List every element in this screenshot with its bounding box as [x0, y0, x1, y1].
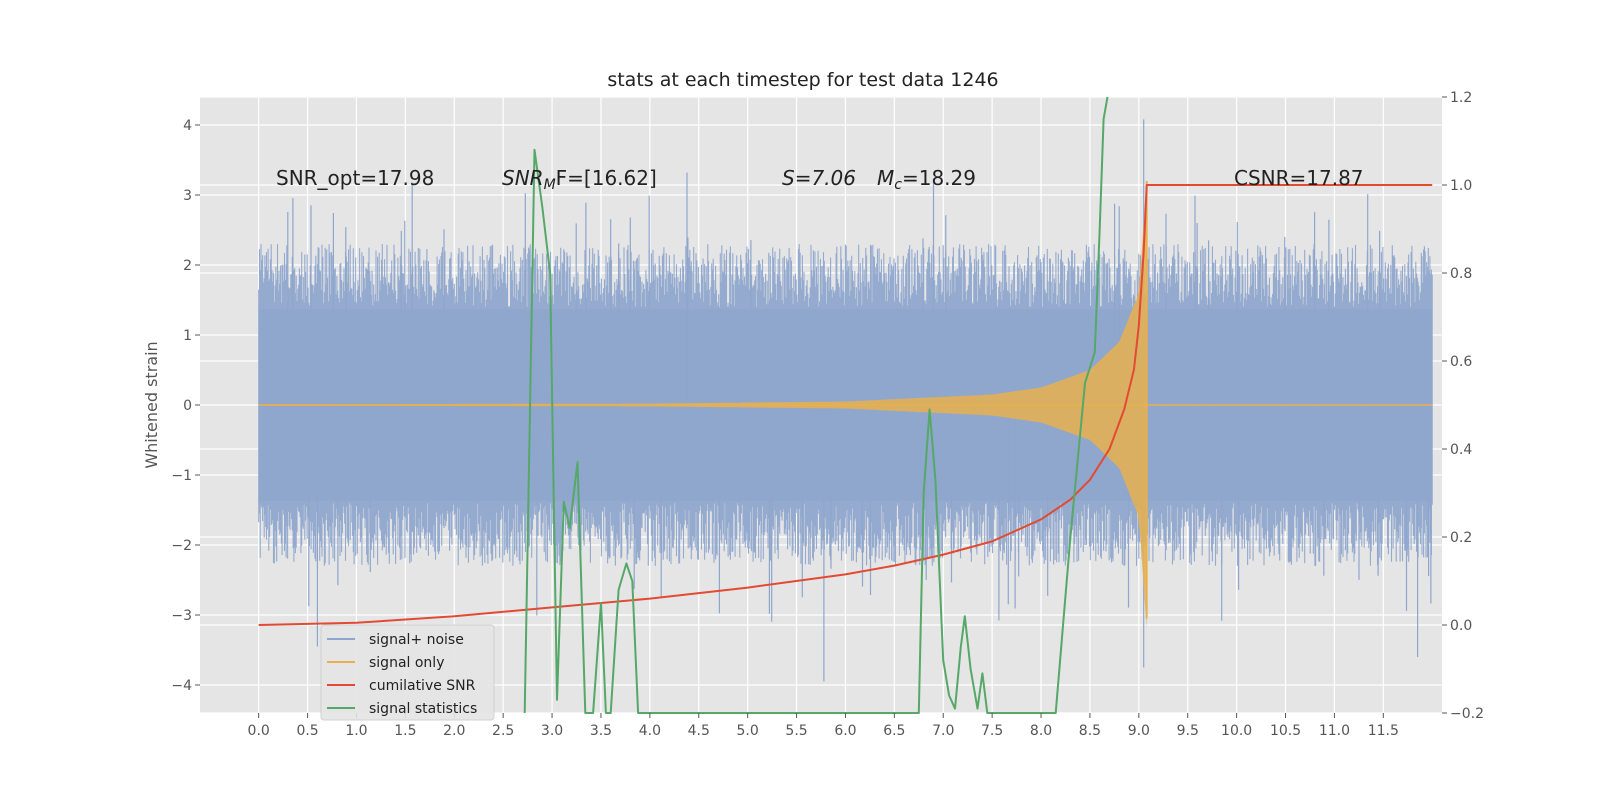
x-tick-label: 0.5 — [296, 723, 318, 739]
y-right-tick-label: −0.2 — [1450, 706, 1484, 722]
y-axis-label: Whitened strain — [142, 341, 161, 468]
annotation-snr-opt: SNR_opt=17.98 — [276, 166, 434, 190]
annotation-mc: Mc=18.29 — [877, 166, 976, 193]
x-tick-label: 0.0 — [248, 723, 270, 739]
y-right-tick-label: 0.6 — [1450, 354, 1472, 370]
y-left-tick-label: 1 — [183, 328, 192, 344]
x-tick-label: 7.0 — [932, 723, 954, 739]
annotation-snr-mf: SNRMF=[16.62] — [502, 166, 657, 193]
x-tick-label: 5.5 — [785, 723, 807, 739]
x-tick-label: 11.5 — [1368, 723, 1399, 739]
y-right-tick-label: 1.0 — [1450, 178, 1472, 194]
signal-statistics-line — [523, 96, 1109, 714]
y-left-tick-label: −2 — [171, 538, 192, 554]
x-tick-label: 2.0 — [443, 723, 465, 739]
x-tick-label: 6.5 — [883, 723, 905, 739]
legend-label: signal+ noise — [369, 632, 464, 648]
x-tick-label: 1.0 — [345, 723, 367, 739]
annotation-snr-mf-rest: F=[16.62] — [556, 166, 657, 190]
cumulative-snr-line — [258, 184, 1433, 626]
legend-label: signal only — [369, 655, 444, 671]
legend-label: signal statistics — [369, 701, 477, 717]
x-tick-label: 9.0 — [1128, 723, 1150, 739]
x-tick-label: 4.0 — [639, 723, 661, 739]
y-left-tick-label: −3 — [171, 608, 192, 624]
y-right-tick-label: 0.4 — [1450, 442, 1472, 458]
x-tick-label: 1.5 — [394, 723, 416, 739]
y-left-tick-label: −1 — [171, 468, 192, 484]
annotation-mc-sub: c — [894, 177, 902, 193]
y-right-tick-label: 0.0 — [1450, 618, 1472, 634]
y-right-tick-label: 0.8 — [1450, 266, 1472, 282]
annotation-mc-rest: =18.29 — [902, 166, 976, 190]
x-tick-label: 8.0 — [1030, 723, 1052, 739]
y-left-tick-label: −4 — [171, 678, 192, 694]
x-tick-label: 9.5 — [1177, 723, 1199, 739]
annotation-mc-main: M — [877, 166, 894, 190]
y-left-tick-label: 2 — [183, 258, 192, 274]
y-right-tick-label: 0.2 — [1450, 530, 1472, 546]
axes: 0.0 0.5 1.0 1.5 2.0 2.5 3.0 3.5 4.0 4.5 5.0 5.5 6.0 6… — [171, 90, 1484, 739]
y-left-tick-label: 4 — [183, 118, 192, 134]
annotation-snr-mf-main: SNR — [502, 166, 544, 190]
y-left-tick-label: 3 — [183, 188, 192, 204]
chart-title: stats at each timestep for test data 124… — [607, 69, 998, 91]
x-tick-label: 10.0 — [1221, 723, 1252, 739]
annotation-csnr: CSNR=17.87 — [1234, 166, 1364, 190]
signal-statistics-series — [523, 96, 1109, 714]
x-tick-label: 3.5 — [590, 723, 612, 739]
signal-noise-line — [258, 244, 1433, 566]
legend-box — [320, 624, 495, 721]
legend: signal+ noise signal only cumilative SNR si… — [320, 624, 495, 721]
x-tick-label: 4.5 — [688, 723, 710, 739]
annotation-snr-mf-sub: M — [544, 177, 556, 193]
x-tick-label: 8.5 — [1079, 723, 1101, 739]
x-tick-label: 7.5 — [981, 723, 1003, 739]
x-tick-label: 2.5 — [492, 723, 514, 739]
legend-label: cumilative SNR — [369, 678, 476, 694]
signal-only-series — [258, 181, 1433, 629]
x-tick-label: 5.0 — [737, 723, 759, 739]
y-left-tick-label: 0 — [183, 398, 192, 414]
y-right-tick-label: 1.2 — [1450, 90, 1472, 106]
x-tick-label: 3.0 — [541, 723, 563, 739]
x-tick-label: 10.5 — [1270, 723, 1301, 739]
annotation-s-value: S=7.06 — [782, 166, 856, 190]
cumulative-snr-series — [258, 184, 1433, 626]
x-tick-label: 6.0 — [834, 723, 856, 739]
x-tick-label: 11.0 — [1319, 723, 1350, 739]
